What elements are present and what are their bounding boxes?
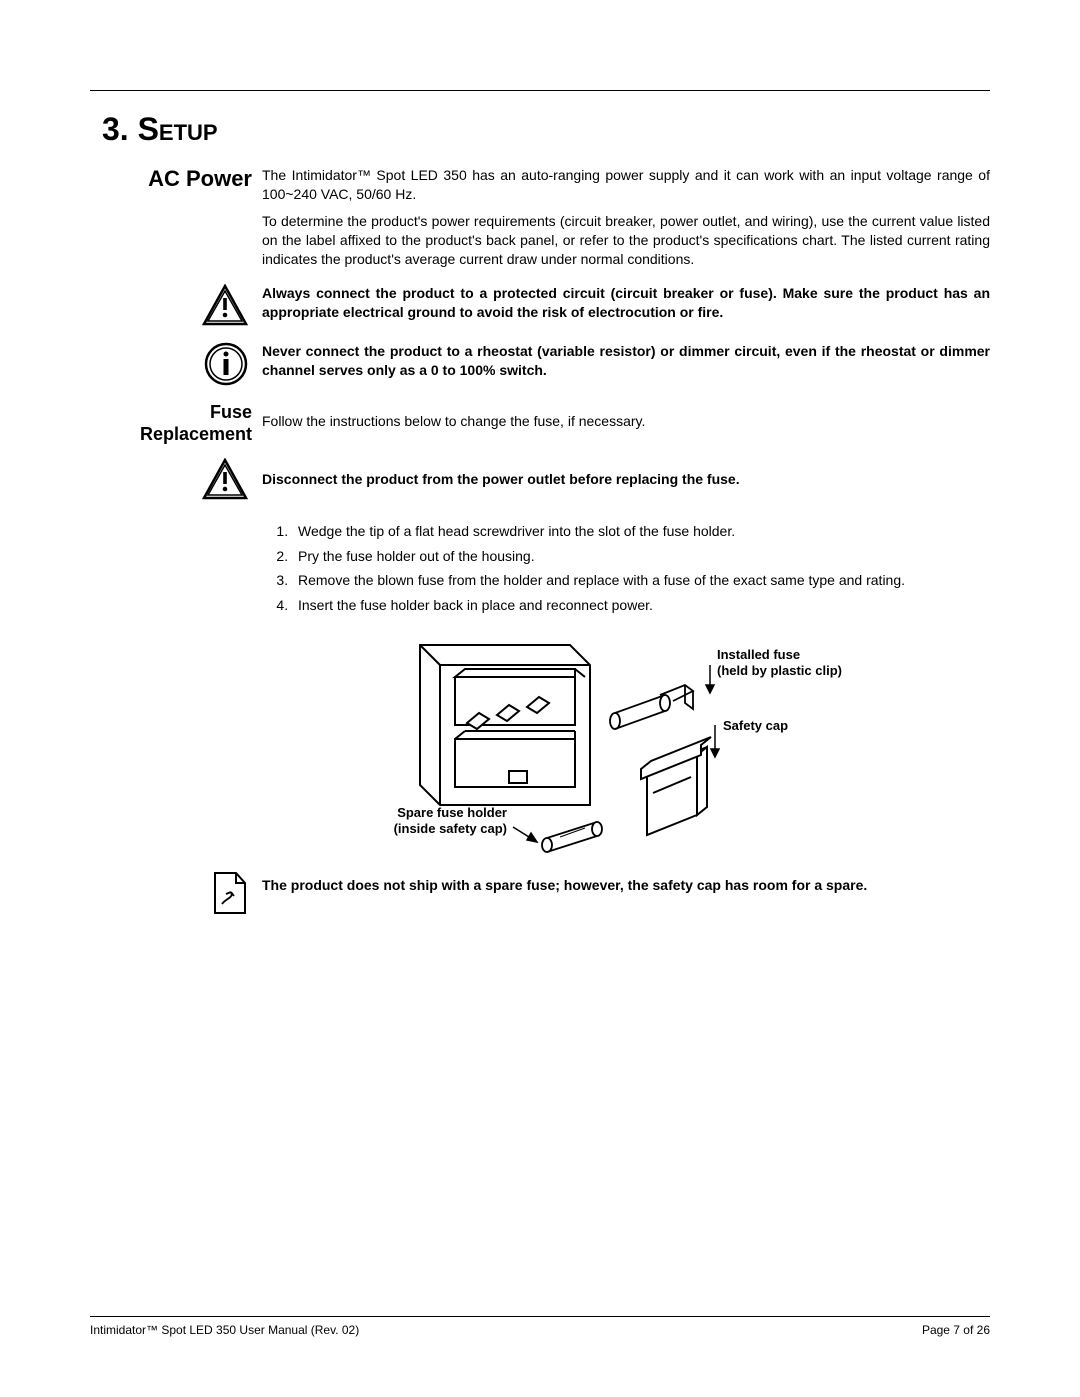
warn-text-1: Always connect the product to a protecte…: [262, 284, 990, 322]
fuse-steps: Wedge the tip of a flat head screwdriver…: [262, 522, 990, 616]
fuse-warn: Disconnect the product from the power ou…: [262, 458, 990, 489]
fuse-intro: Follow the instructions below to change …: [262, 402, 990, 431]
steps-col: Wedge the tip of a flat head screwdriver…: [262, 516, 990, 622]
warning-triangle-icon: [202, 284, 248, 326]
ac-power-p2: To determine the product's power require…: [262, 212, 990, 269]
info-circle-icon: [204, 342, 248, 386]
heading-col: AC Power: [90, 166, 262, 191]
footer-left: Intimidator™ Spot LED 350 User Manual (R…: [90, 1323, 359, 1337]
section-number: 3.: [102, 111, 129, 147]
step-1: Wedge the tip of a flat head screwdriver…: [292, 522, 990, 541]
fuse-block: Fuse Replacement Follow the instructions…: [90, 402, 990, 445]
ac-power-text: The Intimidator™ Spot LED 350 has an aut…: [262, 166, 990, 268]
steps-block: Wedge the tip of a flat head screwdriver…: [90, 516, 990, 622]
label-installed-2: (held by plastic clip): [717, 663, 842, 678]
icon-col: [90, 870, 262, 916]
bottom-rule: [90, 1316, 990, 1317]
info-block: Never connect the product to a rheostat …: [90, 342, 990, 386]
manual-page: 3. Setup AC Power The Intimidator™ Spot …: [0, 0, 1080, 1397]
label-safety: Safety cap: [723, 718, 788, 733]
note-page-icon: [212, 870, 248, 916]
icon-col: [90, 458, 262, 500]
warn-block-1: Always connect the product to a protecte…: [90, 284, 990, 326]
warning-triangle-icon: [202, 458, 248, 500]
note-text: The product does not ship with a spare f…: [262, 870, 990, 895]
page-footer: Intimidator™ Spot LED 350 User Manual (R…: [90, 1316, 990, 1337]
step-3: Remove the blown fuse from the holder an…: [292, 571, 990, 590]
note-block: The product does not ship with a spare f…: [90, 870, 990, 916]
heading-col: Fuse Replacement: [90, 402, 262, 445]
icon-col: [90, 342, 262, 386]
info-text: Never connect the product to a rheostat …: [262, 342, 990, 380]
section-title: 3. Setup: [102, 111, 978, 148]
fuse-diagram-svg: Installed fuse (held by plastic clip) Sa…: [265, 635, 865, 865]
step-2: Pry the fuse holder out of the housing.: [292, 547, 990, 566]
footer-row: Intimidator™ Spot LED 350 User Manual (R…: [90, 1323, 990, 1337]
label-spare-2: (inside safety cap): [394, 821, 507, 836]
ac-power-p1: The Intimidator™ Spot LED 350 has an aut…: [262, 166, 990, 204]
ac-power-heading: AC Power: [148, 166, 252, 191]
section-title-text: Setup: [138, 111, 218, 147]
label-installed-1: Installed fuse: [717, 647, 800, 662]
top-rule: [90, 90, 990, 91]
warn-block-2: Disconnect the product from the power ou…: [90, 458, 990, 500]
ac-power-block: AC Power The Intimidator™ Spot LED 350 h…: [90, 166, 990, 268]
label-spare-1: Spare fuse holder: [397, 805, 507, 820]
icon-col: [90, 284, 262, 326]
footer-right: Page 7 of 26: [922, 1323, 990, 1337]
step-4: Insert the fuse holder back in place and…: [292, 596, 990, 615]
fuse-diagram: Installed fuse (held by plastic clip) Sa…: [90, 635, 990, 870]
fuse-heading-1: Fuse: [90, 402, 252, 424]
fuse-heading-2: Replacement: [90, 424, 252, 446]
